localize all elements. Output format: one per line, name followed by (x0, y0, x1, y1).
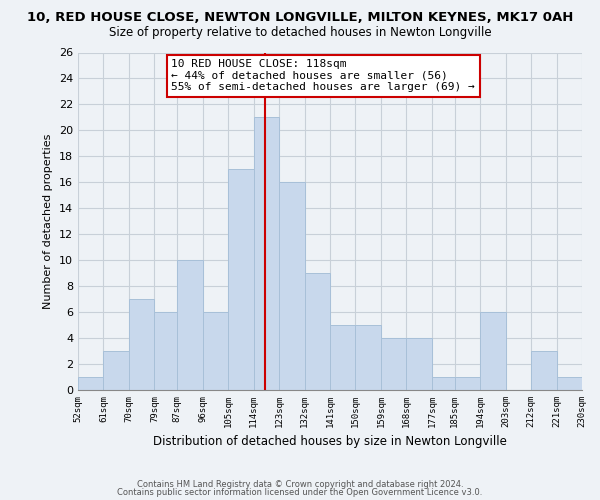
Bar (103, 351, 129, 390)
X-axis label: Distribution of detached houses by size in Newton Longville: Distribution of detached houses by size … (153, 436, 507, 448)
Text: Contains HM Land Registry data © Crown copyright and database right 2024.: Contains HM Land Registry data © Crown c… (137, 480, 463, 489)
Bar (330, 325, 355, 390)
Y-axis label: Number of detached properties: Number of detached properties (43, 134, 53, 309)
Bar (355, 325, 381, 390)
Bar (203, 312, 228, 390)
Bar (279, 182, 305, 390)
Bar (177, 260, 203, 390)
Bar (557, 377, 582, 390)
Bar (455, 377, 480, 390)
Bar (228, 170, 254, 390)
Text: 10, RED HOUSE CLOSE, NEWTON LONGVILLE, MILTON KEYNES, MK17 0AH: 10, RED HOUSE CLOSE, NEWTON LONGVILLE, M… (27, 11, 573, 24)
Bar (531, 351, 557, 390)
Text: Contains public sector information licensed under the Open Government Licence v3: Contains public sector information licen… (118, 488, 482, 497)
Bar (406, 338, 432, 390)
Bar (78, 377, 103, 390)
Bar (381, 338, 406, 390)
Bar (480, 312, 506, 390)
Bar (432, 377, 455, 390)
Bar (154, 312, 177, 390)
Text: 10 RED HOUSE CLOSE: 118sqm
← 44% of detached houses are smaller (56)
55% of semi: 10 RED HOUSE CLOSE: 118sqm ← 44% of deta… (172, 59, 475, 92)
Bar (129, 299, 154, 390)
Text: Size of property relative to detached houses in Newton Longville: Size of property relative to detached ho… (109, 26, 491, 39)
Bar (305, 273, 330, 390)
Bar (254, 118, 279, 390)
